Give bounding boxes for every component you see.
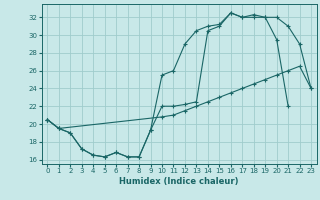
X-axis label: Humidex (Indice chaleur): Humidex (Indice chaleur) — [119, 177, 239, 186]
